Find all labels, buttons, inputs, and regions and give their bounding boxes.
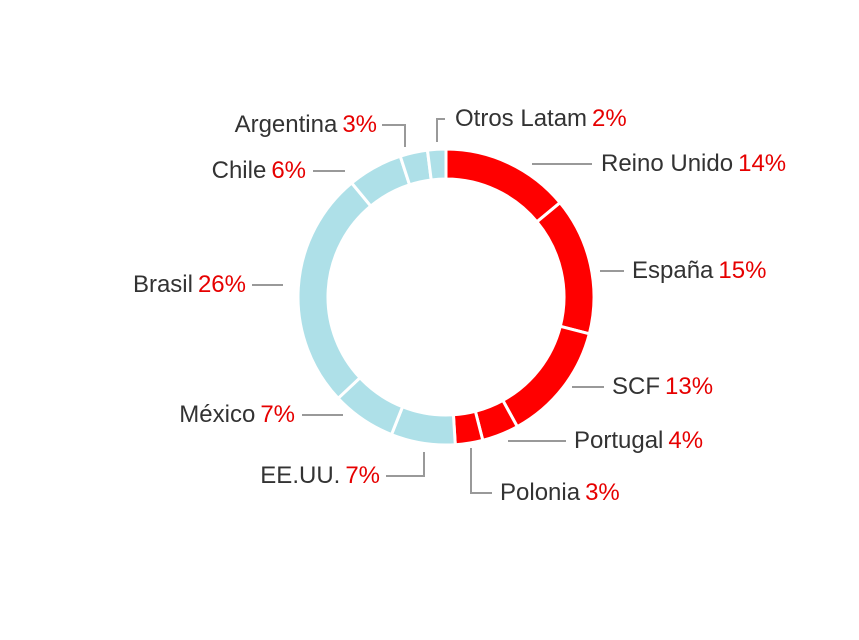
label-percent: 26% [197,271,246,298]
label-name: Brasil [132,271,193,298]
label-percent: 3% [585,479,620,506]
label-reino-unido: Reino Unido 14% [601,150,786,178]
label-name: España [632,257,714,284]
label-ee-uu: EE.UU. 7% [260,462,380,490]
label-name: Otros Latam [455,105,588,132]
slice-brasil [296,180,373,401]
slice-otros-latam [425,147,448,182]
label-percent: 3% [342,111,377,138]
leader-line-argentina [382,124,406,147]
label-argentina: Argentina 3% [235,111,377,139]
label-percent: 4% [668,427,704,454]
label-percent: 13% [665,373,714,400]
label-name: Chile [211,157,267,184]
label-name: EE.UU. [260,462,341,489]
label-percent: 7% [345,462,380,489]
label-polonia: Polonia 3% [500,479,620,507]
label-percent: 6% [271,157,306,184]
label-otros-latam: Otros Latam 2% [455,105,627,133]
label-mexico: México 7% [179,401,295,429]
label-name: Argentina [234,111,338,138]
label-percent: 7% [260,401,295,428]
slice-scf [500,324,592,429]
leader-line-otros-latam [436,118,445,142]
label-name: Portugal [574,427,664,454]
label-name: Polonia [500,479,581,506]
label-name: SCF [612,373,660,400]
leader-line-polonia [470,448,492,494]
label-brasil: Brasil 26% [133,271,246,299]
label-percent: 2% [592,105,627,132]
label-percent: 15% [718,257,767,284]
label-percent: 14% [738,150,787,177]
label-portugal: Portugal 4% [574,427,703,455]
slice-reino-unido [444,147,563,224]
label-chile: Chile 6% [212,157,306,185]
label-scf: SCF 13% [612,373,713,401]
label-espana: España 15% [632,257,766,285]
slice-espana [534,200,596,336]
label-name: Reino Unido [601,150,734,177]
label-name: México [179,401,256,428]
leader-line-ee-uu [386,452,425,477]
